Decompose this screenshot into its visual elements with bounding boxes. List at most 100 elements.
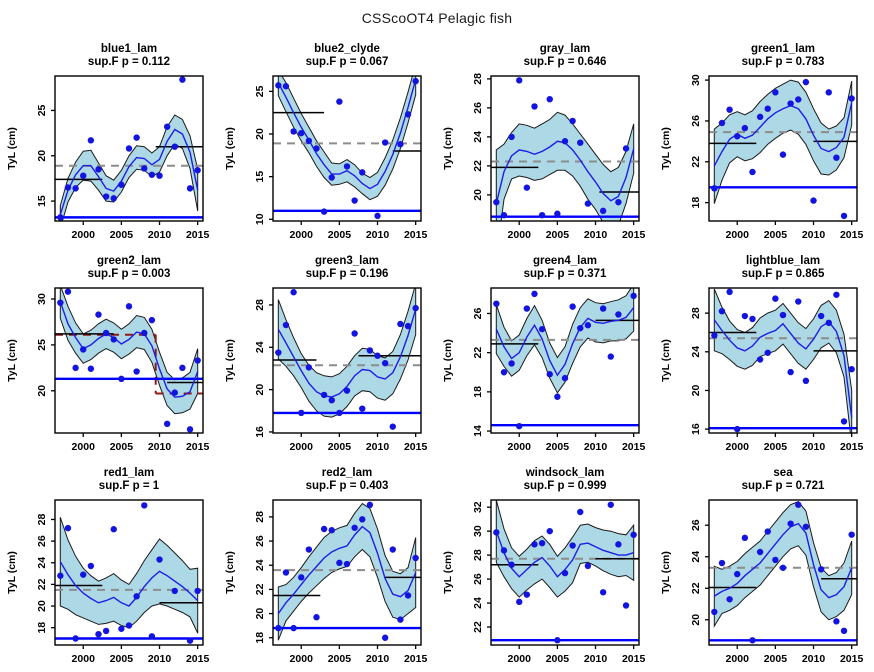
subplot-windsock_lam: 2000 2005 2010 2015 22 24 26 28 30 32 TyL (cm) wind… bbox=[442, 467, 645, 665]
plot-area bbox=[273, 288, 421, 430]
data-point bbox=[726, 106, 733, 113]
x-tick-label: 2000 bbox=[290, 229, 314, 241]
data-point bbox=[110, 336, 117, 343]
data-point bbox=[404, 592, 412, 599]
plot-box bbox=[54, 499, 204, 646]
data-point bbox=[749, 637, 756, 644]
data-point bbox=[87, 365, 95, 372]
data-point bbox=[577, 324, 584, 332]
data-point bbox=[64, 184, 72, 191]
data-point bbox=[374, 352, 381, 359]
y-tick-label: 16 bbox=[690, 423, 702, 435]
data-point bbox=[630, 531, 637, 538]
y-axis-label: TyL (cm) bbox=[6, 339, 18, 382]
data-point bbox=[80, 346, 87, 353]
data-point bbox=[516, 598, 523, 606]
data-point bbox=[275, 624, 282, 632]
x-tick-label: 2005 bbox=[110, 229, 134, 241]
data-point bbox=[848, 95, 855, 102]
data-point bbox=[538, 212, 546, 219]
x-tick-label: 2010 bbox=[148, 229, 172, 241]
data-point bbox=[599, 207, 607, 215]
y-tick-label: 25 bbox=[254, 85, 266, 97]
data-point bbox=[298, 129, 305, 137]
panel-subtitle: sup.F p = 0.371 bbox=[524, 268, 607, 280]
data-point bbox=[787, 368, 794, 376]
data-point bbox=[298, 574, 305, 581]
data-point bbox=[87, 562, 95, 570]
x-tick-label: 2000 bbox=[290, 653, 314, 665]
data-point bbox=[734, 425, 741, 433]
panel-title: green2_lam bbox=[97, 255, 161, 267]
plot-box bbox=[272, 287, 422, 434]
x-tick-label: 2015 bbox=[404, 441, 428, 453]
data-point bbox=[802, 78, 810, 86]
data-point bbox=[171, 587, 178, 595]
data-point bbox=[577, 508, 584, 516]
x-tick-label: 2000 bbox=[726, 653, 750, 665]
data-point bbox=[366, 347, 374, 354]
data-point bbox=[57, 572, 64, 579]
x-tick-label: 2005 bbox=[546, 229, 570, 241]
y-tick-label: 22 bbox=[472, 160, 484, 172]
data-point bbox=[569, 117, 576, 125]
y-tick-label: 28 bbox=[36, 513, 48, 525]
panel-subtitle: sup.F p = 0.721 bbox=[742, 480, 825, 492]
data-point bbox=[561, 374, 569, 382]
panel-subtitle: sup.F p = 1 bbox=[99, 480, 160, 492]
data-point bbox=[194, 357, 201, 364]
smooth-line bbox=[713, 522, 853, 599]
data-point bbox=[546, 96, 553, 103]
y-tick-label: 18 bbox=[690, 197, 702, 209]
data-point bbox=[584, 322, 592, 329]
data-point bbox=[313, 614, 320, 621]
data-point bbox=[118, 625, 125, 632]
data-point bbox=[95, 166, 102, 173]
data-point bbox=[516, 422, 523, 430]
data-point bbox=[72, 185, 79, 192]
x-tick-label: 2005 bbox=[546, 653, 570, 665]
data-point bbox=[320, 525, 328, 533]
data-point bbox=[125, 145, 133, 152]
x-tick-label: 2010 bbox=[148, 653, 172, 665]
data-point bbox=[305, 364, 313, 371]
data-point bbox=[389, 546, 396, 553]
smooth-line bbox=[277, 79, 417, 190]
data-point bbox=[825, 319, 832, 326]
x-tick-label: 2005 bbox=[764, 653, 788, 665]
plot-area bbox=[709, 288, 857, 433]
y-tick-label: 28 bbox=[254, 511, 266, 523]
data-point bbox=[825, 89, 832, 96]
data-point bbox=[607, 353, 614, 360]
data-point bbox=[313, 145, 320, 152]
x-tick-label: 2000 bbox=[508, 229, 532, 241]
x-tick-label: 2015 bbox=[840, 441, 864, 453]
x-tick-label: 2005 bbox=[110, 441, 134, 453]
data-point bbox=[711, 608, 718, 616]
x-tick-label: 2000 bbox=[72, 229, 96, 241]
subplot-lightblue_lam: 2000 2005 2010 2015 16 20 24 28 TyL (cm) lightblu… bbox=[660, 255, 864, 453]
data-point bbox=[133, 368, 140, 375]
data-point bbox=[179, 76, 186, 83]
y-tick-label: 28 bbox=[472, 73, 484, 85]
plot-area bbox=[491, 288, 639, 430]
data-point bbox=[148, 171, 156, 178]
data-point bbox=[531, 103, 538, 110]
y-tick-label: 20 bbox=[472, 189, 484, 201]
y-axis-label: TyL (cm) bbox=[6, 551, 18, 594]
data-point bbox=[718, 559, 726, 567]
data-point bbox=[156, 556, 163, 563]
plot-area bbox=[55, 288, 203, 433]
data-point bbox=[615, 198, 622, 206]
panel-title: gray_lam bbox=[540, 43, 591, 55]
x-tick-label: 2000 bbox=[508, 441, 532, 453]
confidence-band bbox=[495, 500, 635, 598]
data-point bbox=[840, 418, 848, 425]
y-tick-label: 24 bbox=[254, 341, 266, 353]
panel-subtitle: sup.F p = 0.403 bbox=[306, 480, 389, 492]
panel-subtitle: sup.F p = 0.646 bbox=[524, 56, 607, 68]
y-tick-label: 14 bbox=[472, 425, 484, 437]
plot-area bbox=[709, 500, 857, 644]
data-point bbox=[359, 169, 366, 176]
